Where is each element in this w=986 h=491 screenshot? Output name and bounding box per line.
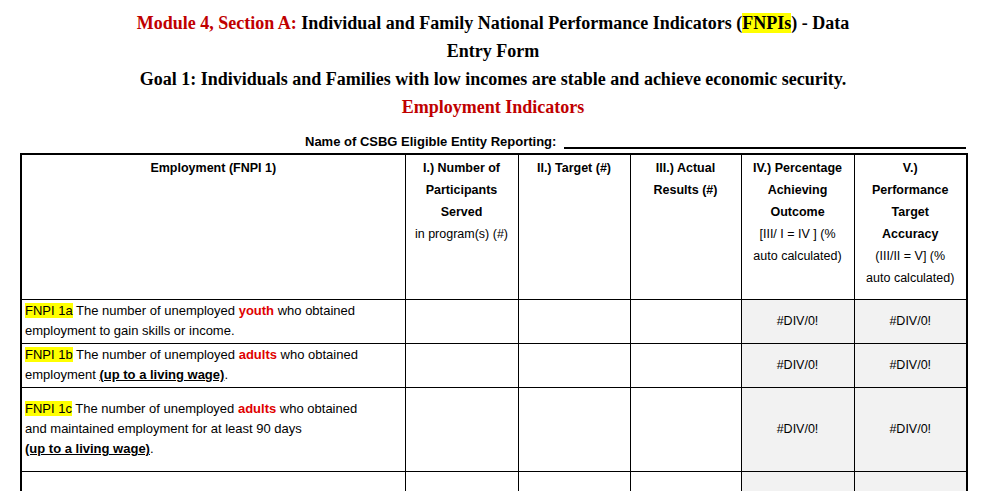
percentage-outcome-cell-1c: #DIV/0!: [741, 387, 854, 471]
column-header-participants-label: I.) Number of Participants Served: [407, 157, 517, 223]
table-row-fnpi-1a: FNPI 1a The number of unemployed youth w…: [21, 299, 967, 343]
column-header-actual-results: III.) Actual Results (#): [630, 154, 741, 299]
indicator-text-1b: The number of unemployed: [73, 347, 239, 362]
indicator-text-1b-end: .: [224, 367, 228, 382]
column-header-percentage-label: IV.) Percentage Achieving Outcome: [743, 157, 853, 223]
percentage-outcome-cell-next: [741, 471, 854, 491]
table-row-fnpi-1b: FNPI 1b The number of unemployed adults …: [21, 343, 967, 387]
participants-input-cell-1a[interactable]: [405, 299, 518, 343]
indicator-code-1b: FNPI 1b: [25, 347, 73, 362]
fnpi-employment-table: Employment (FNPI 1) I.) Number of Partic…: [20, 153, 968, 491]
table-row-fnpi-1c: FNPI 1c The number of unemployed adults …: [21, 387, 967, 471]
keyword-youth-1a: youth: [239, 303, 274, 318]
actual-results-input-cell-1c[interactable]: [630, 387, 741, 471]
target-accuracy-cell-1c: #DIV/0!: [854, 387, 967, 471]
column-header-actual-results-label: III.) Actual Results (#): [632, 157, 740, 201]
target-accuracy-cell-next: [854, 471, 967, 491]
indicator-description-1a: FNPI 1a The number of unemployed youth w…: [21, 299, 405, 343]
target-accuracy-cell-1b: #DIV/0!: [854, 343, 967, 387]
participants-input-cell-1c[interactable]: [405, 387, 518, 471]
column-header-participants-sublabel: in program(s) (#): [407, 223, 517, 245]
target-input-cell-next[interactable]: [518, 471, 630, 491]
keyword-adults-1b: adults: [239, 347, 277, 362]
percentage-outcome-cell-1a: #DIV/0!: [741, 299, 854, 343]
form-header: Module 4, Section A: Individual and Fami…: [0, 0, 986, 121]
fnpi-highlighted-acronym: FNPIs: [742, 13, 791, 33]
column-header-percentage-achieving: IV.) Percentage Achieving Outcome [III/ …: [741, 154, 854, 299]
table-row-partial: [21, 471, 967, 491]
indicator-text-1c: The number of unemployed: [72, 401, 238, 416]
indicator-description-1c: FNPI 1c The number of unemployed adults …: [21, 387, 405, 471]
column-header-participants-served: I.) Number of Participants Served in pro…: [405, 154, 518, 299]
title-text-mid: Individual and Family National Performan…: [297, 13, 743, 33]
module-section-label: Module 4, Section A:: [137, 13, 297, 33]
column-header-target-label: II.) Target (#): [520, 157, 629, 179]
goal-statement: Goal 1: Individuals and Families with lo…: [0, 65, 986, 93]
column-header-accuracy-sublabel: (III/II = V] (% auto calculated): [856, 245, 966, 289]
target-input-cell-1a[interactable]: [518, 299, 630, 343]
column-header-target: II.) Target (#): [518, 154, 630, 299]
form-title: Module 4, Section A: Individual and Fami…: [0, 9, 986, 65]
column-header-percentage-sublabel: [III/ I = IV ] (% auto calculated): [743, 223, 853, 267]
target-input-cell-1c[interactable]: [518, 387, 630, 471]
indicator-code-1a: FNPI 1a: [25, 303, 73, 318]
indicator-description-1b: FNPI 1b The number of unemployed adults …: [21, 343, 405, 387]
living-wage-phrase-1b: (up to a living wage): [99, 367, 224, 382]
entity-name-label: Name of CSBG Eligible Entity Reporting:: [305, 134, 556, 149]
target-accuracy-cell-1a: #DIV/0!: [854, 299, 967, 343]
table-header-row: Employment (FNPI 1) I.) Number of Partic…: [21, 154, 967, 299]
entity-name-row: Name of CSBG Eligible Entity Reporting:: [20, 129, 966, 149]
participants-input-cell-1b[interactable]: [405, 343, 518, 387]
column-header-employment-label: Employment (FNPI 1): [23, 157, 404, 179]
actual-results-input-cell-next[interactable]: [630, 471, 741, 491]
target-input-cell-1b[interactable]: [518, 343, 630, 387]
keyword-adults-1c: adults: [238, 401, 276, 416]
column-header-accuracy-label: V.) Performance Target Accuracy: [856, 157, 966, 245]
participants-input-cell-next[interactable]: [405, 471, 518, 491]
actual-results-input-cell-1a[interactable]: [630, 299, 741, 343]
indicator-text-1c-end: .: [150, 441, 154, 456]
column-header-target-accuracy: V.) Performance Target Accuracy (III/II …: [854, 154, 967, 299]
actual-results-input-cell-1b[interactable]: [630, 343, 741, 387]
percentage-outcome-cell-1b: #DIV/0!: [741, 343, 854, 387]
entity-name-input-line[interactable]: [564, 130, 966, 149]
section-title: Employment Indicators: [0, 93, 986, 121]
column-header-employment: Employment (FNPI 1): [21, 154, 405, 299]
living-wage-phrase-1c: (up to a living wage): [25, 441, 150, 456]
indicator-description-next: [21, 471, 405, 491]
indicator-text-1a: The number of unemployed: [73, 303, 239, 318]
indicator-code-1c: FNPI 1c: [25, 401, 72, 416]
